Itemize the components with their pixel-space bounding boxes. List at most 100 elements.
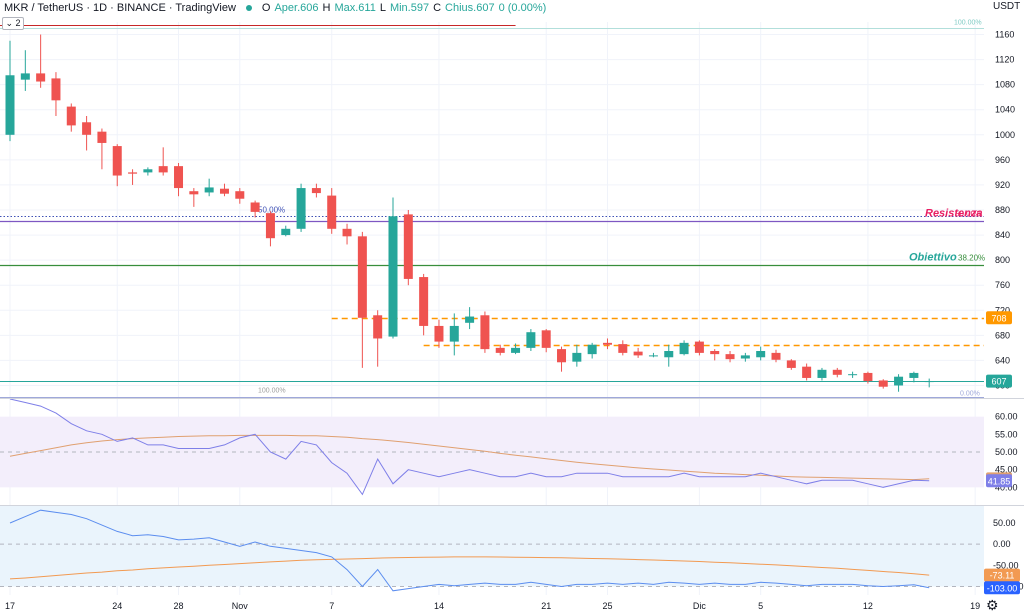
axes-layer: 6006406807207608008408809209601000104010… — [0, 30, 1024, 611]
price-tick-label: 920 — [995, 180, 1010, 190]
date-tick-label: 5 — [758, 601, 763, 611]
price-tick-label: 1000 — [995, 130, 1015, 140]
low-label: L — [379, 2, 386, 14]
price-tick-label: 840 — [995, 230, 1010, 240]
price-badge-bg — [986, 374, 1012, 388]
candle-body — [158, 166, 168, 173]
candle-body — [143, 169, 153, 173]
price-tick-label: 1160 — [995, 30, 1014, 40]
date-tick-label: 24 — [112, 601, 122, 611]
high-value: Max.611 — [334, 2, 376, 14]
cci-band — [0, 506, 984, 587]
candle-body — [342, 228, 352, 237]
candle-body — [174, 166, 184, 189]
candle-body — [403, 214, 413, 279]
indicator-collapse-button[interactable]: ⌄ 2 — [2, 17, 24, 30]
price-tick-label: 680 — [995, 330, 1010, 340]
date-tick-label: 7 — [329, 601, 334, 611]
rsi-tick-label: 45.00 — [995, 465, 1018, 475]
price-tick-label: 1080 — [995, 80, 1015, 90]
candle-body — [128, 172, 138, 174]
close-label: C — [433, 2, 442, 14]
grid-layer — [0, 22, 984, 595]
candle-body — [250, 202, 260, 212]
date-tick-label: Nov — [232, 601, 249, 611]
candle-body — [894, 376, 904, 386]
candle-body — [388, 216, 398, 337]
candle-body — [82, 122, 92, 135]
candle-body — [587, 344, 597, 355]
cci-tick-label: 0.00 — [993, 539, 1011, 549]
fib-mid-label: 50.00% — [258, 206, 285, 215]
indicator-panes — [0, 398, 984, 592]
candle-body — [449, 325, 459, 342]
candle-body — [802, 366, 812, 378]
price-tick-label: 720 — [995, 305, 1010, 315]
candle-body — [235, 191, 245, 199]
price-tick-label: 640 — [995, 355, 1010, 365]
low-value: Min.597 — [389, 2, 430, 14]
candle-body — [281, 228, 291, 236]
price-tick-label: 880 — [995, 205, 1010, 215]
resistenza-fib-label: 50.00% — [955, 210, 982, 219]
date-tick-label: 21 — [541, 601, 551, 611]
candle-body — [694, 341, 704, 353]
change-value: 0 (0.00%) — [498, 2, 547, 14]
candle-body — [817, 369, 827, 378]
price-badge: 607 — [991, 377, 1006, 387]
date-tick-label: 14 — [434, 601, 444, 611]
candle-body — [480, 315, 490, 350]
cci-ma-line — [9, 556, 930, 580]
cci-badge-bg — [984, 568, 1020, 582]
price-badge: 708 — [991, 313, 1006, 323]
candle-body — [357, 236, 367, 318]
cci-badge: -73.11 — [990, 571, 1015, 581]
date-tick-label: 17 — [5, 601, 15, 611]
candle-body — [924, 381, 934, 383]
cci-tick-label: 50.00 — [993, 518, 1016, 528]
fib-top-label: 100.00% — [954, 19, 982, 26]
candle-body — [848, 374, 858, 376]
close-value: Chius.607 — [445, 2, 495, 14]
price-badge-bg — [986, 311, 1012, 325]
high-label: H — [322, 2, 331, 14]
symbol-title[interactable]: MKR / TetherUS · 1D · BINANCE · TradingV… — [4, 2, 236, 14]
rsi-tick-label: 50.00 — [995, 447, 1018, 457]
candle-body — [832, 369, 842, 375]
cci-line — [9, 509, 930, 592]
candle-body — [526, 332, 536, 348]
date-tick-label: Dic — [693, 601, 706, 611]
cci-badge: -103.00 — [987, 583, 1018, 593]
candle-body — [419, 277, 429, 326]
date-tick-label: 25 — [602, 601, 612, 611]
candle-body — [740, 355, 750, 359]
candle-body — [878, 380, 888, 387]
candle-body — [648, 355, 658, 357]
price-tick-label: 1040 — [995, 105, 1015, 115]
candle-body — [204, 187, 214, 193]
candle-body — [863, 372, 873, 382]
candle-body — [327, 195, 337, 229]
price-tick-label: 800 — [995, 255, 1010, 265]
price-tick-label: 960 — [995, 155, 1010, 165]
candle-body — [572, 352, 582, 362]
resistenza-label: Resistenza — [925, 208, 982, 220]
candle-body — [36, 73, 46, 82]
gear-icon[interactable]: ⚙ — [986, 597, 999, 613]
candle-body — [373, 315, 383, 339]
rsi-tick-label: 40.00 — [995, 482, 1018, 492]
candle-body — [679, 342, 689, 355]
candle-body — [465, 316, 475, 323]
currency-selector[interactable]: USDT — [993, 1, 1021, 12]
candle-body — [664, 351, 674, 358]
candle-body — [311, 188, 321, 194]
date-tick-label: 19 — [970, 601, 980, 611]
candle-body — [633, 351, 643, 356]
cci-badge-bg — [984, 581, 1020, 595]
candle-body — [511, 347, 521, 353]
candle-body — [771, 352, 781, 360]
rsi-tick-label: 60.00 — [995, 412, 1018, 422]
open-label: O — [261, 2, 271, 14]
